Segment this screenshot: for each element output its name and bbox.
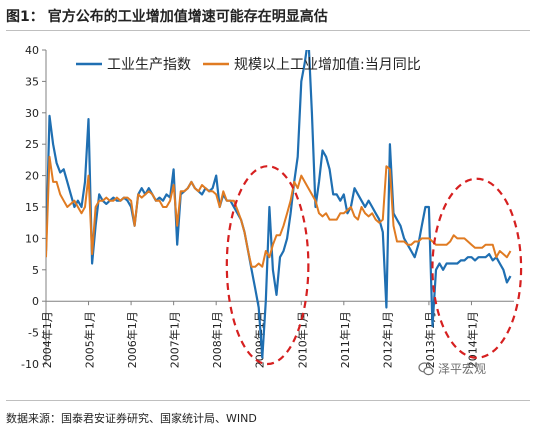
x-tick-label: 2014年1月 bbox=[465, 311, 479, 368]
series-line-value-added bbox=[46, 155, 512, 268]
y-tick-label: 25 bbox=[25, 138, 39, 151]
x-tick-label: 2007年1月 bbox=[168, 311, 182, 368]
x-tick-label: 2005年1月 bbox=[83, 311, 97, 368]
y-tick-label: -10 bbox=[21, 358, 39, 371]
y-tick-label: 15 bbox=[25, 201, 39, 214]
x-tick-label: 2006年1月 bbox=[125, 311, 139, 368]
highlight-ellipse-1 bbox=[225, 165, 310, 366]
x-tick-label: 2011年1月 bbox=[338, 311, 352, 368]
top-divider bbox=[6, 30, 530, 31]
watermark: 泽平宏观 bbox=[418, 360, 486, 377]
x-tick-label: 2010年1月 bbox=[295, 311, 309, 368]
chat-bubble-icon bbox=[418, 361, 434, 375]
watermark-text: 泽平宏观 bbox=[438, 362, 487, 376]
y-tick-label: 40 bbox=[25, 44, 39, 57]
y-tick-label: 10 bbox=[25, 232, 39, 245]
bottom-divider bbox=[6, 400, 530, 401]
source-note: 数据来源：国泰君安证券研究、国家统计局、WIND bbox=[6, 412, 257, 425]
y-tick-label: -5 bbox=[28, 327, 39, 340]
y-tick-label: 35 bbox=[25, 75, 39, 88]
y-tick-label: 0 bbox=[32, 295, 39, 308]
y-tick-label: 20 bbox=[25, 170, 39, 183]
y-tick-label: 30 bbox=[25, 107, 39, 120]
figure-caption: 官方公布的工业增加值增速可能存在明显高估 bbox=[47, 9, 328, 25]
legend-label: 工业生产指数 bbox=[107, 57, 191, 73]
x-tick-label: 2004年1月 bbox=[40, 311, 54, 368]
line-chart: -10 -5 0 5 10 15 20 25 30 35 40 2004年1月 2005年1月 2006年… bbox=[21, 44, 523, 371]
legend-label: 规模以上工业增加值:当月同比 bbox=[234, 57, 421, 73]
figure-label: 图1： bbox=[6, 9, 44, 25]
x-tick-label: 2008年1月 bbox=[210, 311, 224, 368]
x-tick-label: 2012年1月 bbox=[380, 311, 394, 368]
y-tick-label: 5 bbox=[32, 264, 39, 277]
figure-title: 图1： 官方公布的工业增加值增速可能存在明显高估 bbox=[6, 5, 328, 27]
